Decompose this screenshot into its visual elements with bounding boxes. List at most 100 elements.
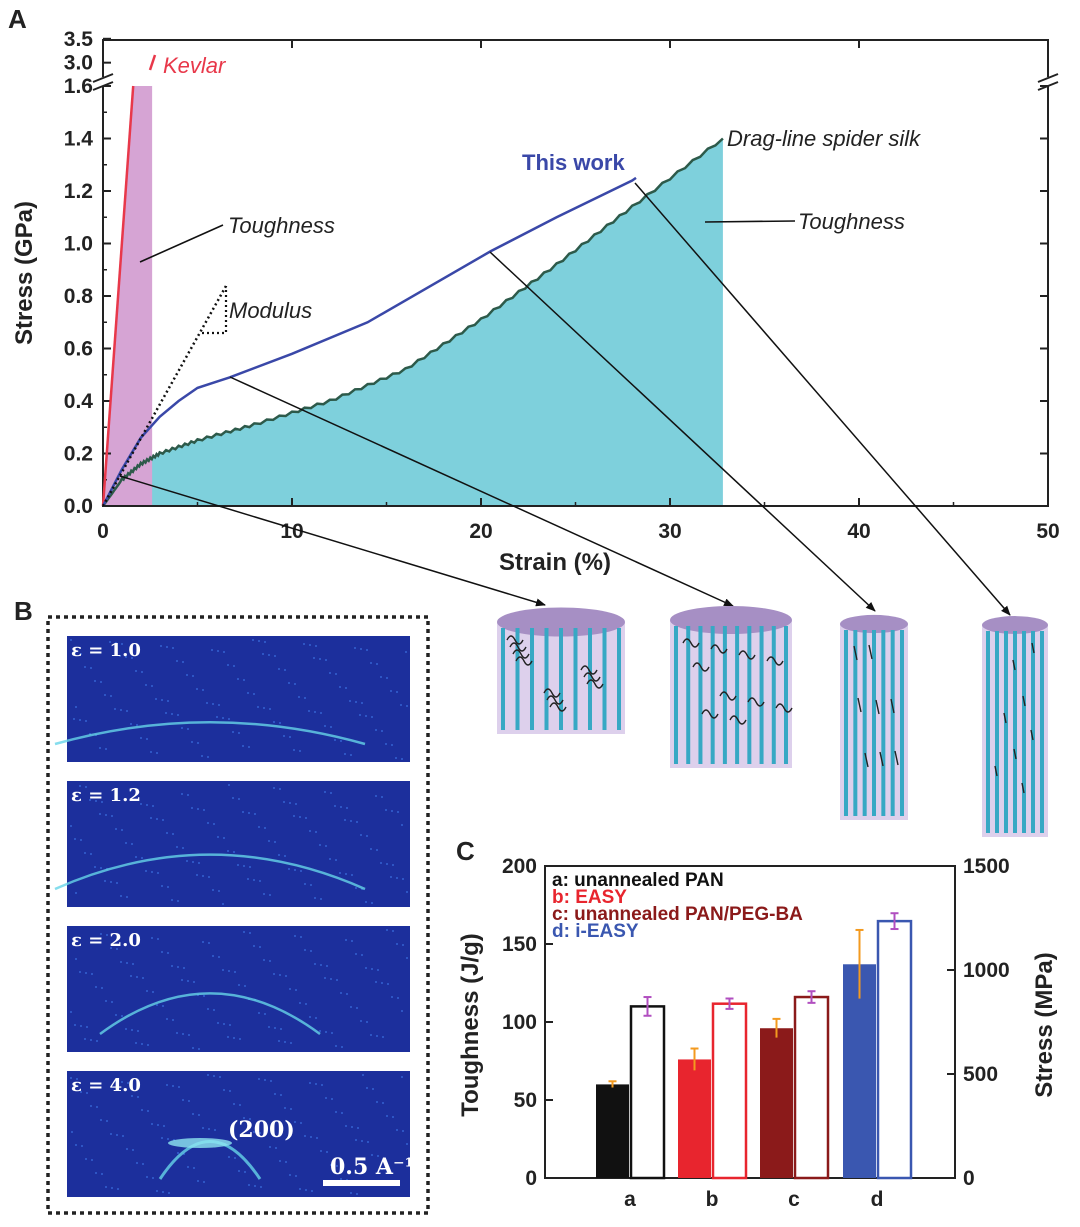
noise-speckle (309, 830, 311, 832)
noise-speckle (262, 653, 264, 655)
noise-speckle (182, 1033, 184, 1035)
noise-speckle (140, 803, 142, 805)
noise-speckle (315, 1017, 317, 1019)
noise-speckle (285, 975, 287, 977)
noise-speckle (228, 718, 230, 720)
noise-speckle (360, 834, 362, 836)
noise-speckle (168, 1192, 170, 1194)
noise-speckle (324, 977, 326, 979)
noise-speckle (386, 929, 388, 931)
noise-speckle (145, 870, 147, 872)
noise-speckle (151, 1123, 153, 1125)
noise-speckle (171, 965, 173, 967)
noise-speckle (392, 864, 394, 866)
noise-speckle (89, 733, 91, 735)
noise-speckle (156, 818, 158, 820)
noise-speckle (270, 1080, 272, 1082)
noise-speckle (188, 1100, 190, 1102)
amorphous-chain (506, 635, 524, 645)
noise-speckle (172, 833, 174, 835)
noise-speckle (131, 1029, 133, 1031)
noise-speckle (401, 824, 403, 826)
noise-speckle (325, 1031, 327, 1033)
panel-c-left-y-axis-title: Toughness (J/g) (457, 933, 484, 1117)
noise-speckle (135, 670, 137, 672)
noise-speckle (126, 1148, 128, 1150)
noise-speckle (289, 1174, 291, 1176)
noise-speckle (94, 866, 96, 868)
strain-label: ε = 4.0 (71, 1075, 141, 1096)
noise-speckle (141, 857, 143, 859)
fiber-cap (982, 616, 1048, 634)
noise-speckle (248, 812, 250, 814)
noise-speckle (402, 1130, 404, 1132)
noise-speckle (346, 993, 348, 995)
noise-speckle (131, 1095, 133, 1097)
noise-speckle (288, 682, 290, 684)
right-y-tick-label: 1500 (963, 855, 1010, 878)
amorphous-chain (692, 662, 710, 672)
noise-speckle (152, 805, 154, 807)
noise-speckle (319, 844, 321, 846)
amorphous-chain (719, 691, 737, 701)
noise-speckle (294, 1121, 296, 1123)
saxs-pattern-2: ε = 1.2 (54, 781, 410, 907)
noise-speckle (295, 989, 297, 991)
noise-speckle (177, 714, 179, 716)
noise-speckle (239, 1038, 241, 1040)
noise-speckle (305, 1189, 307, 1191)
noise-speckle (121, 1015, 123, 1017)
noise-speckle (345, 687, 347, 689)
noise-speckle (253, 879, 255, 881)
amorphous-chain (775, 703, 793, 713)
noise-speckle (176, 846, 178, 848)
noise-speckle (122, 1135, 124, 1137)
noise-speckle (80, 653, 82, 655)
amorphous-chain (890, 698, 895, 714)
noise-speckle (314, 963, 316, 965)
noise-speckle (376, 1101, 378, 1103)
noise-speckle (376, 849, 378, 851)
left-y-tick-label: 50 (514, 1089, 537, 1112)
noise-speckle (334, 805, 336, 807)
noise-speckle (237, 864, 239, 866)
noise-speckle (238, 1170, 240, 1172)
noise-speckle (239, 1104, 241, 1106)
noise-speckle (320, 712, 322, 714)
noise-speckle (392, 1116, 394, 1118)
noise-speckle (166, 832, 168, 834)
noise-speckle (181, 727, 183, 729)
noise-speckle (243, 931, 245, 933)
noise-speckle (223, 1089, 225, 1091)
amorphous-chain (1030, 729, 1034, 741)
noise-speckle (330, 726, 332, 728)
noise-speckle (391, 810, 393, 812)
kevlar-toughness-area (103, 86, 153, 506)
noise-speckle (212, 703, 214, 705)
noise-speckle (227, 664, 229, 666)
noise-speckle (111, 1187, 113, 1189)
noise-speckle (289, 802, 291, 804)
noise-speckle (132, 963, 134, 965)
noise-speckle (233, 851, 235, 853)
noise-speckle (237, 678, 239, 680)
amorphous-chain (868, 644, 873, 660)
noise-speckle (386, 1115, 388, 1117)
noise-speckle (377, 969, 379, 971)
noise-speckle (163, 1125, 165, 1127)
noise-speckle (146, 1176, 148, 1178)
noise-speckle (99, 813, 101, 815)
noise-speckle (136, 976, 138, 978)
noise-speckle (401, 1010, 403, 1012)
noise-speckle (390, 690, 392, 692)
noise-speckle (304, 697, 306, 699)
noise-speckle (75, 1144, 77, 1146)
noise-speckle (71, 1131, 73, 1133)
noise-speckle (228, 1156, 230, 1158)
noise-speckle (90, 1039, 92, 1041)
noise-speckle (387, 1169, 389, 1171)
noise-speckle (146, 990, 148, 992)
amorphous-chain (747, 697, 765, 707)
noise-speckle (406, 957, 408, 959)
noise-speckle (330, 1164, 332, 1166)
